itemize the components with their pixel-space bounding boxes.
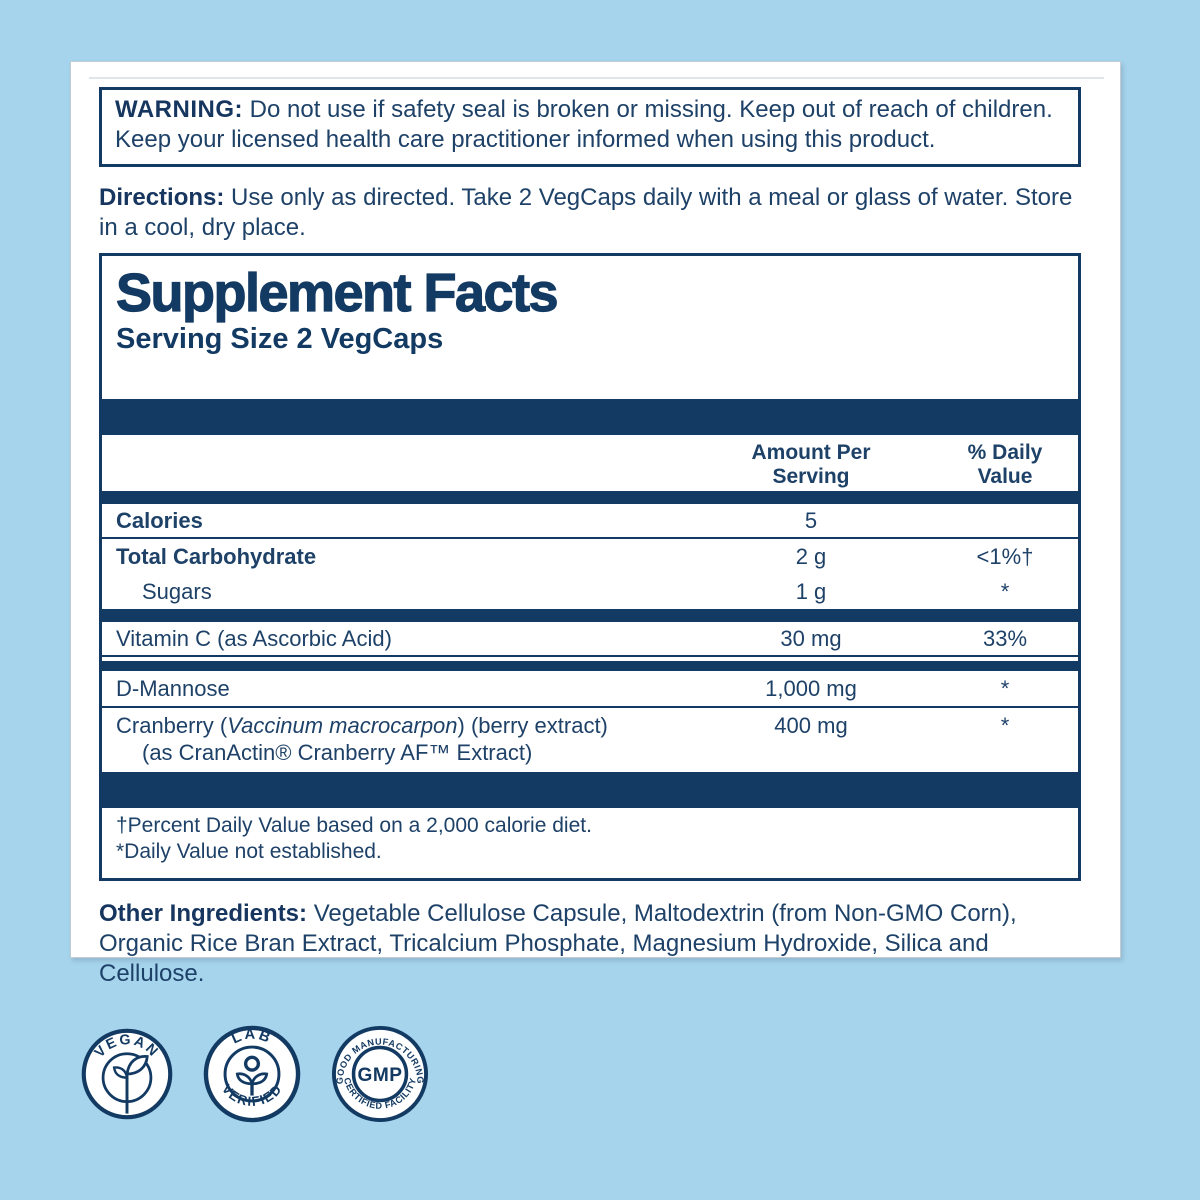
navy-bar xyxy=(102,772,1078,808)
flower-icon xyxy=(223,1045,281,1103)
svg-text:LAB: LAB xyxy=(229,1027,274,1048)
directions-label: Directions: xyxy=(99,184,225,211)
navy-bar xyxy=(102,609,1078,622)
amount-column-header: Amount Per Serving xyxy=(751,441,871,488)
amount-value: 1 g xyxy=(795,579,827,604)
vegan-badge: VEGAN xyxy=(81,1028,173,1120)
nutrient-name: Sugars xyxy=(142,579,212,604)
row-divider xyxy=(102,537,1078,539)
directions-text: Use only as directed. Take 2 VegCaps dai… xyxy=(99,184,1073,241)
gmp-inner-ring xyxy=(351,1045,409,1103)
lab-badge-top-text: LAB xyxy=(229,1027,272,1048)
row-divider xyxy=(102,706,1078,708)
daily-value: <1%† xyxy=(976,544,1034,569)
warning-text: Do not use if safety seal is broken or m… xyxy=(115,96,1053,153)
sprout-icon xyxy=(101,1052,153,1114)
label-card: WARNING: Do not use if safety seal is br… xyxy=(70,61,1121,987)
nutrient-name: Vitamin C (as Ascorbic Acid) xyxy=(116,626,392,651)
nutrient-subname: (as CranActin® Cranberry AF™ Extract) xyxy=(142,740,533,765)
label-content: WARNING: Do not use if safety seal is br… xyxy=(71,87,1120,989)
other-ingredients-text: Vegetable Cellulose Capsule, Maltodextri… xyxy=(99,900,1017,987)
footnote-daily-value: †Percent Daily Value based on a 2,000 ca… xyxy=(116,814,592,837)
facts-row-total-carbohydrate: Total Carbohydrate 2 g <1%† xyxy=(102,539,1078,574)
nutrient-name: Total Carbohydrate xyxy=(116,544,317,569)
card-top-divider xyxy=(89,77,1104,79)
warning-box: WARNING: Do not use if safety seal is br… xyxy=(99,87,1081,167)
lab-verified-badge: LAB VERIFIED xyxy=(203,1025,301,1123)
facts-row-cranberry: Cranberry (Vaccinum macrocarpon) (berry … xyxy=(102,708,1078,772)
certification-badges: VEGAN LAB VERIFIED xyxy=(81,1025,429,1123)
daily-value xyxy=(946,507,1064,534)
header-spacer xyxy=(116,441,676,489)
daily-value: * xyxy=(1000,676,1010,701)
daily-value: 33% xyxy=(982,626,1028,651)
facts-row-vitamin-c: Vitamin C (as Ascorbic Acid) 30 mg 33% xyxy=(102,622,1078,655)
daily-value-column-header: % Daily Value xyxy=(967,441,1043,488)
facts-title: Supplement Facts xyxy=(115,263,559,323)
badge-ring xyxy=(331,1025,429,1123)
amount-value: 2 g xyxy=(795,544,827,569)
facts-row-calories: Calories 5 xyxy=(102,504,1078,537)
gmp-badge: GOOD MANUFACTURING CERTIFIED FACILITY GM… xyxy=(331,1025,429,1123)
footnote-not-established: *Daily Value not established. xyxy=(116,840,382,863)
badge-ring xyxy=(203,1025,301,1123)
other-ingredients: Other Ingredients: Vegetable Cellulose C… xyxy=(99,899,1081,989)
facts-row-sugars: Sugars 1 g * xyxy=(102,574,1078,609)
gmp-badge-center-text: GMP xyxy=(358,1065,403,1086)
navy-bar xyxy=(102,491,1078,504)
navy-bar xyxy=(102,661,1078,671)
amount-value: 5 xyxy=(804,508,818,533)
amount-value: 1,000 mg xyxy=(765,676,857,701)
amount-value: 400 mg xyxy=(774,713,848,738)
directions: Directions: Use only as directed. Take 2… xyxy=(99,183,1081,243)
serving-size: Serving Size 2 VegCaps xyxy=(116,323,444,355)
nutrient-name: Calories xyxy=(116,508,203,533)
facts-row-d-mannose: D-Mannose 1,000 mg * xyxy=(102,671,1078,706)
daily-value: * xyxy=(1000,579,1010,604)
nutrient-name: D-Mannose xyxy=(116,676,230,701)
nutrient-name: Cranberry (Vaccinum macrocarpon) (berry … xyxy=(116,712,676,766)
navy-bar xyxy=(102,399,1078,435)
supplement-facts-panel: Supplement Facts Serving Size 2 VegCaps … xyxy=(99,253,1081,881)
row-divider xyxy=(102,655,1078,657)
daily-value: * xyxy=(1000,713,1010,738)
facts-header-row: Amount Per Serving % Daily Value xyxy=(102,435,1078,491)
footnotes: †Percent Daily Value based on a 2,000 ca… xyxy=(102,808,1078,878)
other-ingredients-label: Other Ingredients: xyxy=(99,900,308,927)
warning-label: WARNING: xyxy=(115,96,243,123)
amount-value: 30 mg xyxy=(780,626,842,651)
